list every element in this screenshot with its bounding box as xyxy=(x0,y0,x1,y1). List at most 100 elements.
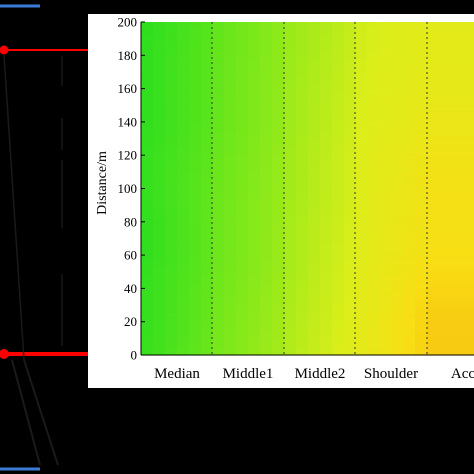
heatmap-cell xyxy=(451,196,464,202)
heatmap-cell xyxy=(189,121,202,127)
heatmap-cell xyxy=(367,38,380,44)
heatmap-cell xyxy=(403,71,416,77)
heatmap-cell xyxy=(332,134,345,140)
heatmap-cell xyxy=(189,330,202,335)
heatmap-cell xyxy=(332,84,345,90)
heatmap-cell xyxy=(403,280,416,285)
heatmap-cell xyxy=(427,350,440,356)
heatmap-cell xyxy=(355,22,368,27)
heatmap-cell xyxy=(427,159,440,165)
heatmap-cell xyxy=(308,84,321,90)
heatmap-cell xyxy=(189,63,202,69)
heatmap-cell xyxy=(391,101,404,106)
heatmap-cell xyxy=(391,205,404,210)
heatmap-cell xyxy=(379,38,392,44)
heatmap-cell xyxy=(379,330,392,335)
heatmap-cell xyxy=(320,113,333,119)
heatmap-cell xyxy=(451,280,464,285)
heatmap-cell xyxy=(367,225,380,231)
heatmap-cell xyxy=(344,155,357,160)
heatmap-cell xyxy=(415,30,428,36)
heatmap-cell xyxy=(308,221,321,227)
heatmap-cell xyxy=(439,230,452,235)
heatmap-cell xyxy=(165,109,178,115)
heatmap-cell xyxy=(272,296,285,302)
heatmap-cell xyxy=(415,188,428,194)
heatmap-cell xyxy=(439,63,452,69)
heatmap-cell xyxy=(212,167,225,173)
heatmap-cell xyxy=(296,38,309,44)
heatmap-cell xyxy=(403,255,416,260)
heatmap-cell xyxy=(451,26,464,31)
heatmap-cell xyxy=(391,196,404,202)
heatmap-cell xyxy=(391,130,404,135)
heatmap-cell xyxy=(177,134,190,140)
heatmap-cell xyxy=(153,113,166,119)
heatmap-cell xyxy=(308,146,321,152)
heatmap-cell xyxy=(165,188,178,194)
heatmap-cell xyxy=(236,292,249,298)
y-tick-label: 160 xyxy=(118,81,138,96)
heatmap-cell xyxy=(248,101,261,106)
heatmap-cell xyxy=(379,255,392,260)
heatmap-cell xyxy=(212,84,225,90)
heatmap-cell xyxy=(224,55,237,61)
heatmap-cell xyxy=(415,321,428,327)
heatmap-cell xyxy=(141,271,154,277)
heatmap-cell xyxy=(141,334,154,339)
heatmap-cell xyxy=(344,105,357,111)
heatmap-cell xyxy=(355,113,368,119)
heatmap-cell xyxy=(272,46,285,52)
heatmap-cell xyxy=(236,250,249,256)
heatmap-cell xyxy=(153,250,166,256)
heatmap-cell xyxy=(451,63,464,69)
heatmap-cell xyxy=(153,151,166,156)
heatmap-cell xyxy=(379,109,392,115)
heatmap-cell xyxy=(165,305,178,310)
heatmap-cell xyxy=(427,300,440,306)
heatmap-cell xyxy=(320,51,333,56)
heatmap-cell xyxy=(451,234,464,240)
heatmap-cell xyxy=(344,209,357,215)
heatmap-cell xyxy=(355,105,368,111)
heatmap-cell xyxy=(451,55,464,61)
heatmap-cell xyxy=(189,271,202,277)
heatmap-cell xyxy=(284,59,297,65)
heatmap-cell xyxy=(201,71,214,77)
heatmap-cell xyxy=(332,76,345,81)
heatmap-cell xyxy=(153,188,166,194)
heatmap-cell xyxy=(439,213,452,219)
heatmap-cell xyxy=(332,284,345,289)
heatmap-cell xyxy=(439,109,452,115)
heatmap-cell xyxy=(260,121,273,127)
heatmap-cell xyxy=(451,271,464,277)
heatmap-cell xyxy=(260,92,273,98)
heatmap-cell xyxy=(427,46,440,52)
heatmap-cell xyxy=(177,180,190,185)
heatmap-cell xyxy=(153,138,166,144)
heatmap-cell xyxy=(201,213,214,219)
heatmap-cell xyxy=(355,209,368,215)
heatmap-cell xyxy=(344,217,357,223)
heatmap-cell xyxy=(201,22,214,27)
heatmap-cell xyxy=(189,138,202,144)
heatmap-cell xyxy=(141,63,154,69)
heatmap-cell xyxy=(332,271,345,277)
heatmap-cell xyxy=(272,330,285,335)
heatmap-cell xyxy=(201,250,214,256)
heatmap-cell xyxy=(451,250,464,256)
heatmap-cell xyxy=(201,121,214,127)
heatmap-cell xyxy=(248,184,261,190)
heatmap-cell xyxy=(379,188,392,194)
heatmap-cell xyxy=(296,346,309,352)
heatmap-cell xyxy=(439,159,452,165)
heatmap-cell xyxy=(451,117,464,123)
y-tick-label: 180 xyxy=(118,48,138,63)
heatmap-cell xyxy=(451,46,464,52)
heatmap-cell xyxy=(248,342,261,348)
heatmap-cell xyxy=(248,250,261,256)
heatmap-cell xyxy=(308,230,321,235)
heatmap-cell xyxy=(439,242,452,248)
heatmap-cell xyxy=(439,138,452,144)
heatmap-cell xyxy=(189,209,202,215)
